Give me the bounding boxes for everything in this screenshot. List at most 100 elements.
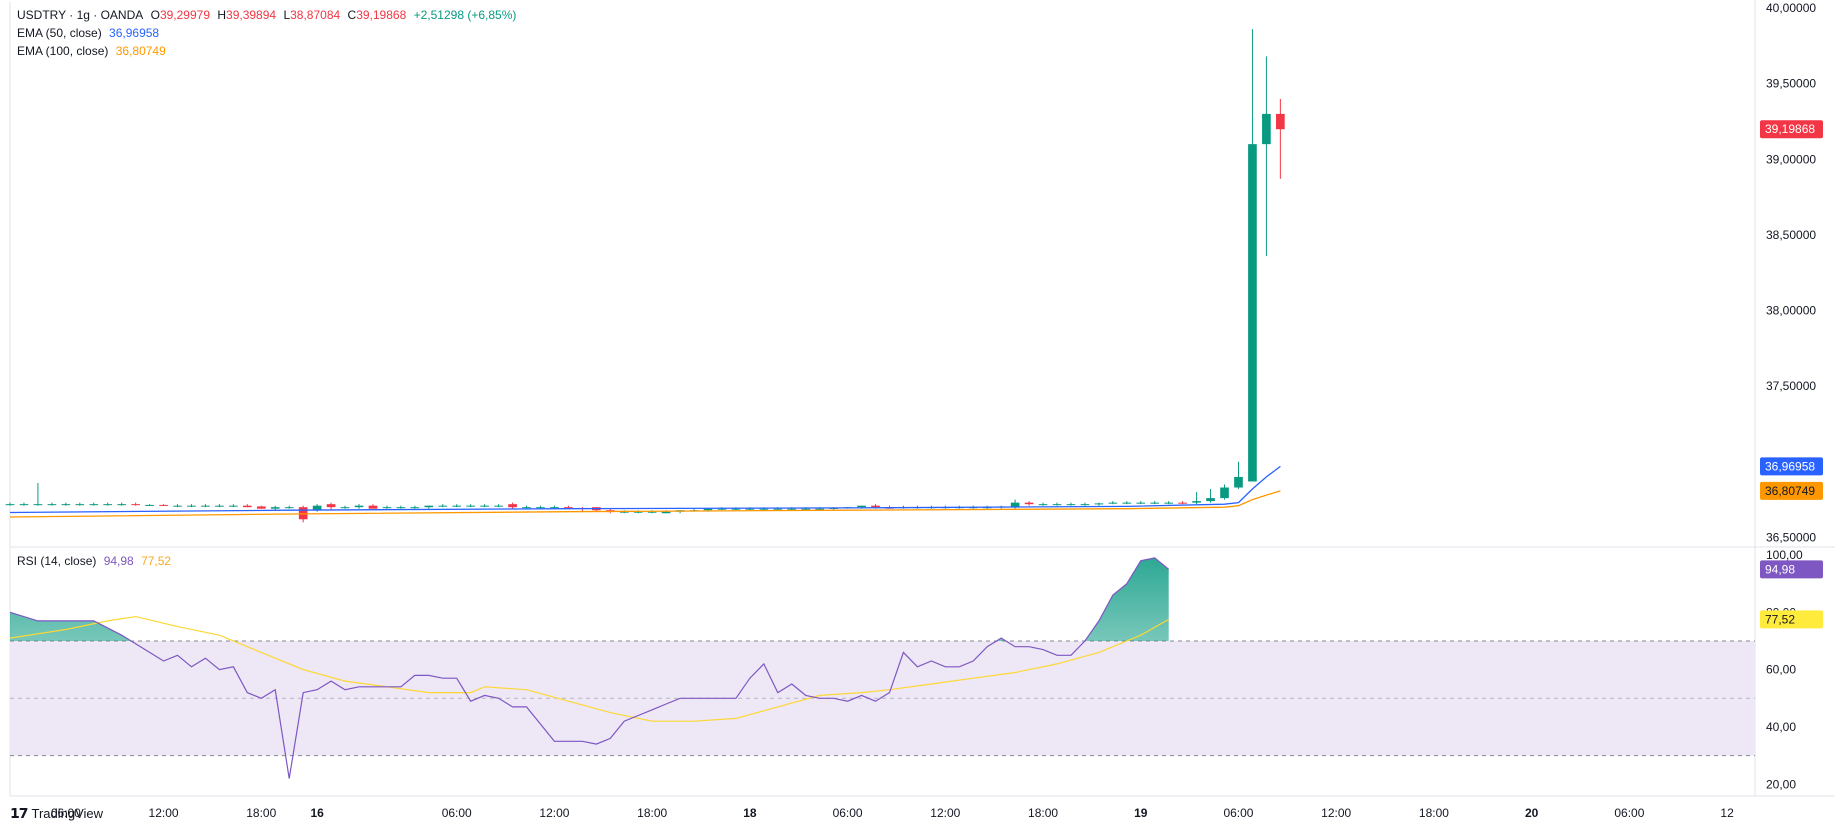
candle-body[interactable]	[815, 508, 825, 510]
candle-body[interactable]	[1094, 503, 1104, 505]
candle-body[interactable]	[270, 507, 280, 509]
candle-body[interactable]	[89, 504, 99, 506]
candle-body[interactable]	[298, 507, 308, 520]
candle-body[interactable]	[103, 504, 113, 506]
candle-body[interactable]	[159, 504, 168, 506]
candle-body[interactable]	[759, 508, 769, 510]
candle-body[interactable]	[131, 504, 140, 506]
candle-body[interactable]	[284, 507, 294, 509]
candle-body[interactable]	[256, 506, 266, 509]
candle-body[interactable]	[1276, 113, 1285, 130]
candle-body[interactable]	[187, 505, 196, 507]
candle-body[interactable]	[312, 505, 322, 511]
candle-body[interactable]	[550, 507, 559, 509]
candle-body[interactable]	[145, 504, 154, 506]
price-tick-label: 39,00000	[1766, 152, 1816, 166]
candle-body[interactable]	[619, 511, 629, 513]
candle-body[interactable]	[857, 505, 866, 508]
rsi-line[interactable]	[9, 557, 1170, 779]
candle-body[interactable]	[47, 504, 57, 506]
candle-body[interactable]	[745, 508, 755, 510]
candle-body[interactable]	[871, 505, 880, 508]
candle-body[interactable]	[1080, 504, 1090, 506]
ema50-legend[interactable]: EMA (50, close) 36,96958	[17, 25, 163, 41]
candle-body[interactable]	[438, 505, 448, 507]
candle-body[interactable]	[1136, 502, 1146, 504]
candle-body[interactable]	[326, 504, 336, 508]
candle-body[interactable]	[396, 507, 406, 509]
candle-body[interactable]	[1024, 502, 1034, 505]
candle-body[interactable]	[424, 505, 434, 508]
candle-body[interactable]	[1122, 502, 1132, 504]
candle-body[interactable]	[801, 508, 811, 510]
price-tick-label: 40,00000	[1766, 1, 1816, 15]
candle-body[interactable]	[33, 504, 43, 506]
candle-body[interactable]	[410, 507, 420, 509]
close-value: 39,19868	[356, 8, 407, 22]
time-axis[interactable]: 06:00 12:00 18:00 16 06:00 12:00 18:00 18 06:00 1…	[10, 795, 1835, 820]
candle-body[interactable]	[731, 508, 741, 510]
candle-body[interactable]	[173, 505, 182, 507]
candle-body[interactable]	[1010, 502, 1020, 508]
candle-body[interactable]	[229, 505, 238, 507]
candle-body[interactable]	[480, 505, 489, 507]
candle-body[interactable]	[466, 505, 476, 507]
candle-body[interactable]	[1206, 498, 1215, 502]
candle-body[interactable]	[564, 507, 573, 509]
candle-body[interactable]	[703, 508, 713, 511]
candle-body[interactable]	[1248, 144, 1257, 482]
candle-body[interactable]	[242, 505, 252, 508]
candle-body[interactable]	[1164, 502, 1174, 504]
candle-body[interactable]	[1066, 504, 1076, 506]
last-price-badge: 39,19868	[1765, 122, 1815, 136]
candle-body[interactable]	[717, 508, 727, 510]
candle-body[interactable]	[536, 507, 545, 509]
candle-body[interactable]	[1038, 504, 1048, 506]
candle-body[interactable]	[522, 507, 531, 509]
rsi-tick-label: 100,00	[1766, 548, 1803, 562]
ohlc-low: L38,87084	[283, 8, 340, 22]
candle-body[interactable]	[1052, 504, 1062, 506]
rsi-ma-line[interactable]	[9, 615, 1169, 722]
candle-body[interactable]	[647, 511, 657, 513]
time-tick-label: 19	[1134, 806, 1148, 820]
ema50-line[interactable]	[9, 465, 1281, 514]
candle-body[interactable]	[452, 505, 462, 507]
candle-body[interactable]	[508, 504, 517, 508]
rsi-legend[interactable]: RSI (14, close) 94,98 77,52	[17, 553, 175, 569]
candle-body[interactable]	[5, 504, 15, 506]
candle-body[interactable]	[1192, 501, 1201, 503]
candle-body[interactable]	[1108, 502, 1118, 504]
candle-body[interactable]	[354, 505, 364, 508]
candle-body[interactable]	[661, 511, 671, 514]
candle-body[interactable]	[117, 504, 127, 506]
candle-body[interactable]	[1150, 502, 1160, 504]
ema100-badge-bg	[1760, 481, 1823, 500]
candle-body[interactable]	[1262, 113, 1271, 145]
price-pane[interactable]: 36,5000037,0000037,5000038,0000038,50000…	[5, 0, 1835, 796]
ema100-legend[interactable]: EMA (100, close) 36,80749	[17, 43, 170, 59]
candle-body[interactable]	[773, 508, 783, 510]
candle-body[interactable]	[75, 504, 85, 506]
rsi-value-badge-bg	[1760, 560, 1823, 579]
time-tick-label: 18:00	[1419, 806, 1449, 820]
candle-body[interactable]	[1234, 476, 1243, 488]
candle-body[interactable]	[494, 505, 503, 507]
candle-body[interactable]	[61, 504, 71, 506]
ema100-line[interactable]	[9, 490, 1281, 518]
candle-body[interactable]	[201, 505, 210, 507]
candle-body[interactable]	[633, 511, 643, 513]
candle-body[interactable]	[1178, 502, 1187, 504]
candle-body[interactable]	[787, 508, 797, 510]
candle-body[interactable]	[215, 505, 224, 507]
candle-body[interactable]	[1220, 487, 1229, 499]
close-label: C	[347, 8, 357, 22]
candle-body[interactable]	[368, 505, 378, 509]
candle-body[interactable]	[382, 507, 392, 509]
candle-body[interactable]	[340, 507, 350, 509]
open-label: O	[150, 8, 160, 22]
candle-body[interactable]	[19, 504, 29, 506]
tradingview-brand[interactable]: 𝟭𝟳 TradingView	[10, 805, 103, 822]
